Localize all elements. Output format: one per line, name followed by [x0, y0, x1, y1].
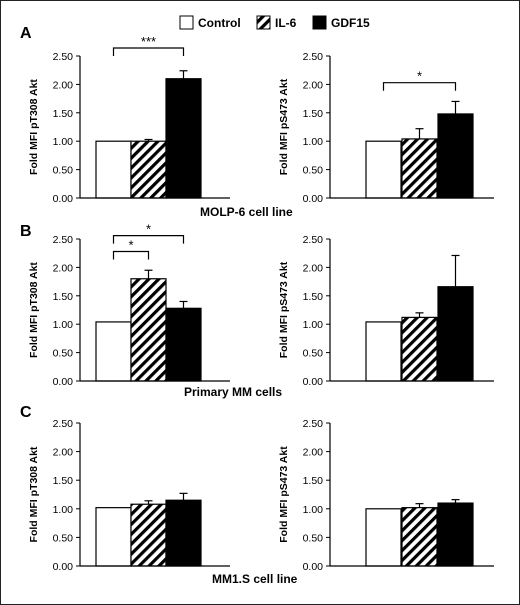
caption-primary-mm: Primary MM cells: [184, 385, 282, 399]
y-axis-label: Fold MFI pT308 Akt: [28, 446, 40, 542]
bar-gdf15: [165, 78, 202, 199]
significance-label: *: [146, 222, 151, 237]
y-tick-label: 2.50: [303, 234, 324, 246]
y-tick-label: 1.00: [303, 504, 324, 516]
legend-label-il6: IL-6: [275, 16, 297, 30]
y-tick-label: 1.50: [303, 108, 324, 120]
y-tick-label: 1.00: [53, 136, 74, 148]
y-tick-label: 0.50: [303, 165, 324, 177]
y-tick-label: 0.00: [303, 193, 324, 205]
bar-gdf15: [437, 113, 474, 199]
y-axis-label: Fold MFI pT308 Akt: [28, 79, 40, 175]
panel-letter-a: A: [20, 25, 32, 42]
y-tick-label: 1.50: [53, 108, 74, 120]
y-tick-label: 2.00: [53, 447, 74, 459]
chart-c-pt308: 0.00 0.50 1.00 1.50 2.00 2.50 Fold MFI pT308 A…: [28, 418, 230, 573]
y-tick-label: 2.50: [303, 418, 324, 430]
significance-bracket: [112, 47, 185, 56]
bar-gdf15: [165, 307, 202, 382]
bar-il6: [401, 316, 438, 382]
caption-mm1s: MM1.S cell line: [212, 572, 298, 586]
y-tick-label: 0.00: [53, 376, 74, 388]
y-tick-label: 2.00: [303, 262, 324, 274]
y-tick-label: 1.00: [303, 319, 324, 331]
bar-il6: [130, 140, 167, 199]
significance-label: *: [417, 69, 422, 84]
chart-c-ps473: 0.00 0.50 1.00 1.50 2.00 2.50 Fold MFI pS473 A…: [278, 418, 494, 573]
y-axis-label: Fold MFI pS473 Akt: [278, 446, 290, 543]
y-tick-label: 2.00: [303, 79, 324, 91]
y-tick-label: 2.00: [53, 262, 74, 274]
y-tick-label: 0.00: [53, 561, 74, 573]
y-tick-label: 1.50: [53, 475, 74, 487]
bar-control: [95, 140, 132, 199]
bar-il6: [130, 503, 167, 567]
panel-letter-b: B: [20, 223, 32, 240]
legend-swatch-il6: [256, 15, 271, 30]
caption-molp6: MOLP-6 cell line: [200, 205, 293, 219]
y-tick-label: 0.00: [303, 376, 324, 388]
y-tick-label: 2.50: [303, 51, 324, 63]
y-axis-label: Fold MFI pS473 Akt: [278, 261, 290, 358]
panel-letter-c: C: [20, 404, 32, 421]
bar-gdf15: [165, 499, 202, 567]
y-tick-label: 0.50: [53, 348, 74, 360]
y-tick-label: 1.50: [303, 475, 324, 487]
legend-swatch-control: [179, 15, 194, 30]
significance-label: ***: [141, 34, 156, 49]
y-tick-label: 0.50: [303, 532, 324, 544]
y-tick-label: 2.50: [53, 51, 74, 63]
bar-il6: [130, 278, 167, 382]
bar-control: [95, 507, 132, 567]
y-tick-label: 0.00: [303, 561, 324, 573]
significance-bracket: [112, 234, 185, 244]
bar-il6: [401, 138, 438, 199]
bar-il6: [401, 507, 438, 567]
y-tick-label: 1.00: [303, 136, 324, 148]
significance-bracket: [382, 82, 457, 91]
y-tick-label: 2.00: [53, 79, 74, 91]
legend-swatch-gdf15: [312, 15, 327, 30]
significance-label: *: [128, 237, 133, 252]
bar-control: [365, 140, 402, 199]
legend-label-control: Control: [198, 16, 241, 30]
y-tick-label: 1.00: [53, 319, 74, 331]
bar-gdf15: [437, 286, 474, 382]
y-tick-label: 1.50: [53, 291, 74, 303]
chart-a-ps473: 0.00 0.50 1.00 1.50 2.00 2.50 Fold MFI pS473 A…: [278, 51, 494, 205]
y-tick-label: 2.50: [53, 418, 74, 430]
significance-bracket: [112, 250, 150, 260]
y-axis-label: Fold MFI pT308 Akt: [28, 262, 40, 358]
y-tick-label: 0.50: [303, 348, 324, 360]
y-tick-label: 2.00: [303, 447, 324, 459]
y-axis-label: Fold MFI pS473 Akt: [278, 78, 290, 175]
y-tick-label: 0.00: [53, 193, 74, 205]
y-tick-label: 2.50: [53, 234, 74, 246]
bar-control: [365, 321, 402, 382]
legend-label-gdf15: GDF15: [331, 16, 370, 30]
bar-control: [365, 508, 402, 567]
y-tick-label: 0.50: [53, 532, 74, 544]
chart-b-pt308: 0.00 0.50 1.00 1.50 2.00 2.50 Fold MFI pT308 A…: [28, 222, 230, 388]
bar-gdf15: [437, 502, 474, 567]
chart-b-ps473: 0.00 0.50 1.00 1.50 2.00 2.50 Fold MFI pS473 A…: [278, 234, 494, 388]
y-tick-label: 1.00: [53, 504, 74, 516]
y-tick-label: 0.50: [53, 165, 74, 177]
bar-control: [95, 321, 132, 382]
legend: Control IL-6 GDF15: [179, 15, 370, 30]
chart-a-pt308: 0.00 0.50 1.00 1.50 2.00 2.50 Fold MFI pT308 A…: [28, 34, 230, 205]
y-tick-label: 1.50: [303, 291, 324, 303]
